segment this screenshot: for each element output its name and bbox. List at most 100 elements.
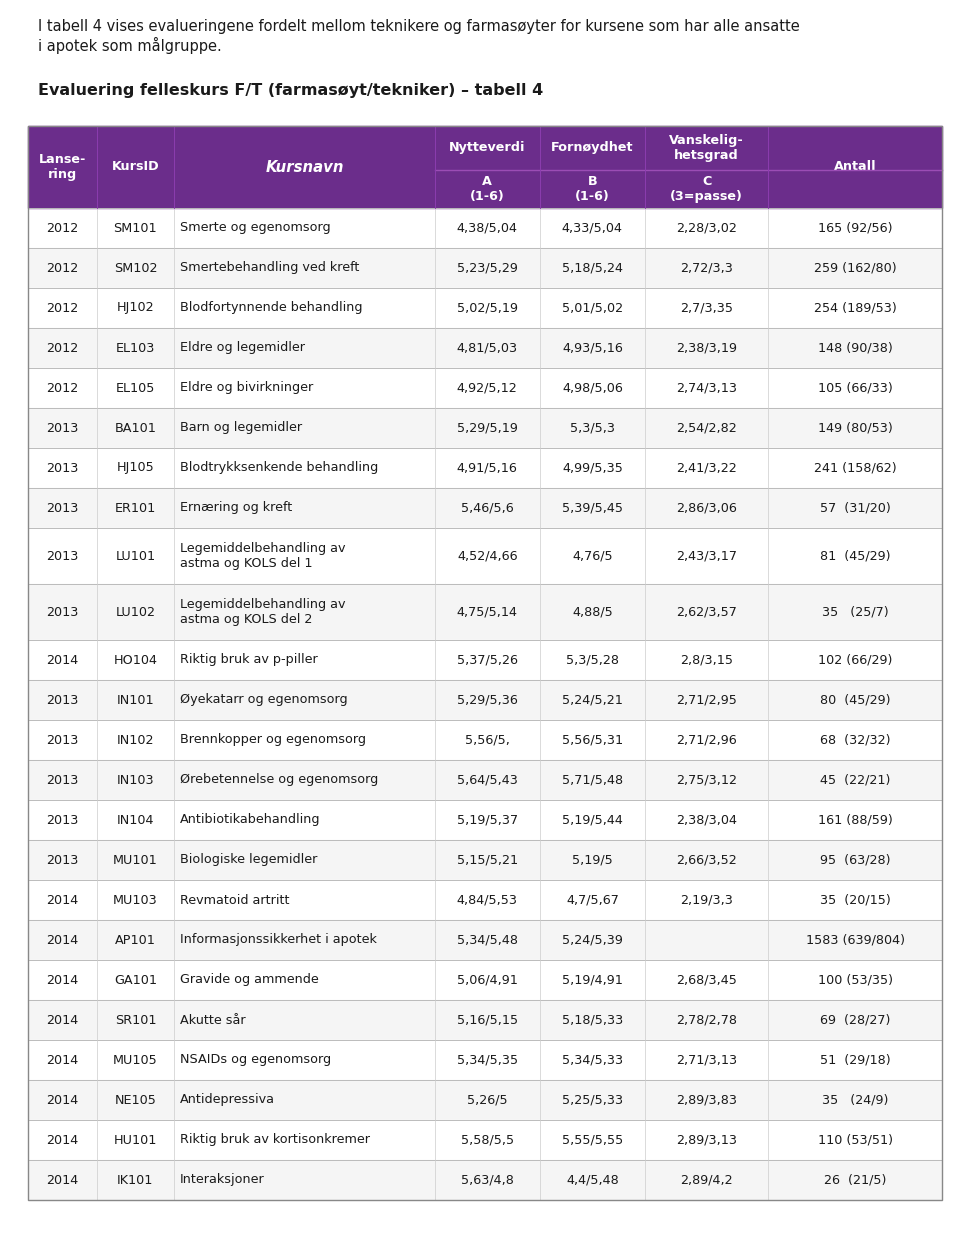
Text: 69  (28/27): 69 (28/27)	[820, 1014, 890, 1026]
Text: SM102: SM102	[113, 262, 157, 274]
Text: 2,43/3,17: 2,43/3,17	[676, 550, 737, 562]
Text: 2014: 2014	[46, 654, 79, 666]
Bar	[28, 720, 942, 759]
Text: 4,98/5,06: 4,98/5,06	[562, 381, 623, 395]
Text: ER101: ER101	[115, 501, 156, 515]
Text: 80  (45/29): 80 (45/29)	[820, 694, 891, 706]
Text: 2014: 2014	[46, 1093, 79, 1107]
Text: 5,63/4,8: 5,63/4,8	[461, 1174, 514, 1186]
Text: Ørebetennelse og egenomsorg: Ørebetennelse og egenomsorg	[180, 773, 378, 787]
Text: 2,54/2,82: 2,54/2,82	[676, 422, 737, 434]
Text: 5,3/5,3: 5,3/5,3	[570, 422, 615, 434]
Text: Revmatoid artritt: Revmatoid artritt	[180, 894, 290, 906]
Text: IN103: IN103	[116, 773, 155, 787]
Text: NSAIDs og egenomsorg: NSAIDs og egenomsorg	[180, 1054, 331, 1066]
Bar	[28, 800, 942, 840]
Text: 2013: 2013	[46, 501, 79, 515]
Text: HO104: HO104	[113, 654, 157, 666]
Text: 254 (189/53): 254 (189/53)	[814, 302, 897, 314]
Text: 5,23/5,29: 5,23/5,29	[457, 262, 517, 274]
Text: 81  (45/29): 81 (45/29)	[820, 550, 891, 562]
Text: 105 (66/33): 105 (66/33)	[818, 381, 893, 395]
Bar	[28, 488, 942, 527]
Text: 5,56/5,: 5,56/5,	[465, 733, 510, 747]
Bar	[28, 1160, 942, 1200]
Text: 5,19/5,44: 5,19/5,44	[562, 814, 623, 827]
Bar	[28, 127, 942, 208]
Text: 4,76/5: 4,76/5	[572, 550, 612, 562]
Text: 102 (66/29): 102 (66/29)	[818, 654, 893, 666]
Text: 4,88/5: 4,88/5	[572, 606, 612, 618]
Text: 2014: 2014	[46, 1054, 79, 1066]
Text: 68  (32/32): 68 (32/32)	[820, 733, 891, 747]
Text: Lanse-
ring: Lanse- ring	[38, 153, 86, 181]
Text: 2,72/3,3: 2,72/3,3	[681, 262, 733, 274]
Bar	[28, 920, 942, 961]
Text: 2,66/3,52: 2,66/3,52	[676, 854, 737, 866]
Text: 2013: 2013	[46, 814, 79, 827]
Text: BA101: BA101	[114, 422, 156, 434]
Text: 5,29/5,19: 5,29/5,19	[457, 422, 517, 434]
Text: 2012: 2012	[46, 341, 79, 355]
Text: 5,25/5,33: 5,25/5,33	[562, 1093, 623, 1107]
Bar	[28, 1040, 942, 1080]
Text: Riktig bruk av p-piller: Riktig bruk av p-piller	[180, 654, 318, 666]
Text: 2013: 2013	[46, 606, 79, 618]
Text: 2014: 2014	[46, 933, 79, 947]
Text: HJ105: HJ105	[116, 462, 155, 474]
Text: Eldre og legemidler: Eldre og legemidler	[180, 341, 305, 355]
Text: 4,99/5,35: 4,99/5,35	[562, 462, 623, 474]
Text: EL105: EL105	[116, 381, 156, 395]
Bar	[28, 408, 942, 448]
Text: 5,34/5,48: 5,34/5,48	[457, 933, 517, 947]
Text: I tabell 4 vises evalueringene fordelt mellom teknikere og farmasøyter for kurse: I tabell 4 vises evalueringene fordelt m…	[38, 19, 800, 53]
Text: Interaksjoner: Interaksjoner	[180, 1174, 265, 1186]
Text: 4,84/5,53: 4,84/5,53	[457, 894, 517, 906]
Text: 2013: 2013	[46, 422, 79, 434]
Text: 2,89/3,83: 2,89/3,83	[676, 1093, 737, 1107]
Text: 4,81/5,03: 4,81/5,03	[457, 341, 517, 355]
Text: LU102: LU102	[115, 606, 156, 618]
Text: Vanskelig-
hetsgrad: Vanskelig- hetsgrad	[669, 134, 744, 163]
Text: 5,16/5,15: 5,16/5,15	[457, 1014, 517, 1026]
Text: 2,8/3,15: 2,8/3,15	[680, 654, 733, 666]
Text: 35   (24/9): 35 (24/9)	[822, 1093, 888, 1107]
Text: 4,4/5,48: 4,4/5,48	[566, 1174, 619, 1186]
Text: 35  (20/15): 35 (20/15)	[820, 894, 891, 906]
Text: 2,86/3,06: 2,86/3,06	[676, 501, 737, 515]
Text: 2,28/3,02: 2,28/3,02	[676, 221, 737, 235]
Text: 5,19/4,91: 5,19/4,91	[562, 973, 623, 987]
Text: 241 (158/62): 241 (158/62)	[814, 462, 897, 474]
Text: 100 (53/35): 100 (53/35)	[818, 973, 893, 987]
Text: Brennkopper og egenomsorg: Brennkopper og egenomsorg	[180, 733, 367, 747]
Text: C
(3=passe): C (3=passe)	[670, 175, 743, 204]
Bar	[28, 840, 942, 880]
Text: SR101: SR101	[114, 1014, 156, 1026]
Text: 5,15/5,21: 5,15/5,21	[457, 854, 517, 866]
Text: MU105: MU105	[113, 1054, 157, 1066]
Bar	[28, 880, 942, 920]
Text: HU101: HU101	[113, 1133, 157, 1147]
Text: 2,89/4,2: 2,89/4,2	[681, 1174, 732, 1186]
Text: 5,58/5,5: 5,58/5,5	[461, 1133, 514, 1147]
Text: MU103: MU103	[113, 894, 157, 906]
Text: Ernæring og kreft: Ernæring og kreft	[180, 501, 293, 515]
Text: 2,68/3,45: 2,68/3,45	[676, 973, 737, 987]
Text: IN102: IN102	[117, 733, 155, 747]
Text: 5,71/5,48: 5,71/5,48	[562, 773, 623, 787]
Text: 2,74/3,13: 2,74/3,13	[676, 381, 737, 395]
Text: 5,19/5: 5,19/5	[572, 854, 612, 866]
Text: 5,55/5,55: 5,55/5,55	[562, 1133, 623, 1147]
Text: Kursnavn: Kursnavn	[265, 160, 344, 175]
Text: Riktig bruk av kortisonkremer: Riktig bruk av kortisonkremer	[180, 1133, 371, 1147]
Text: 2014: 2014	[46, 973, 79, 987]
Text: 110 (53/51): 110 (53/51)	[818, 1133, 893, 1147]
Text: 2012: 2012	[46, 221, 79, 235]
Text: Fornøydhet: Fornøydhet	[551, 141, 634, 154]
Text: 149 (80/53): 149 (80/53)	[818, 422, 893, 434]
Text: NE105: NE105	[114, 1093, 156, 1107]
Text: 5,46/5,6: 5,46/5,6	[461, 501, 514, 515]
Text: Biologiske legemidler: Biologiske legemidler	[180, 854, 318, 866]
Text: 57  (31/20): 57 (31/20)	[820, 501, 891, 515]
Text: 5,56/5,31: 5,56/5,31	[562, 733, 623, 747]
